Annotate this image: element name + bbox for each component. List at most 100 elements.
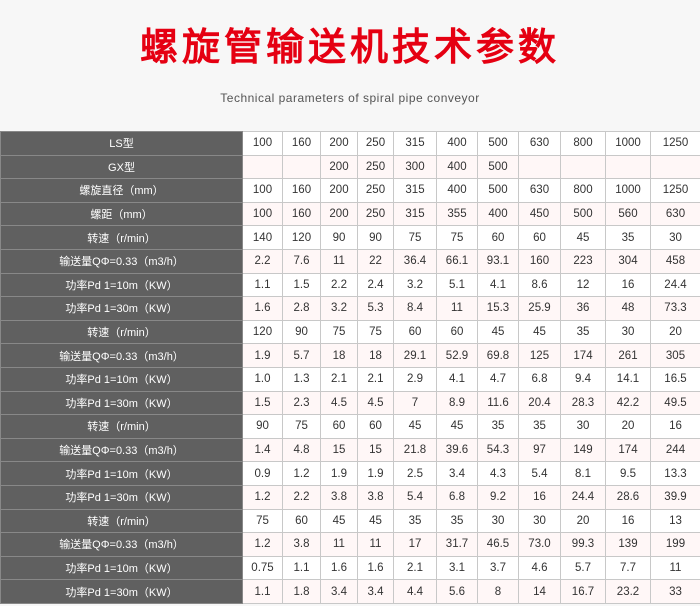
table-cell: 13 xyxy=(650,508,700,534)
table-cell: 28.3 xyxy=(560,390,606,416)
table-row: 功率Pd 1=10m（KW） 0.75 1.1 1.6 1.6 2.1 3.1 3.7 4.6 5… xyxy=(0,555,700,581)
table-cell: 45 xyxy=(436,414,478,439)
table-cell: 2.1 xyxy=(320,366,358,392)
row-label: 转速（r/min） xyxy=(0,414,243,439)
table-cell: 90 xyxy=(242,414,283,439)
table-cell: 800 xyxy=(560,178,606,203)
table-cell: 261 xyxy=(605,343,651,368)
table-cell: 15.3 xyxy=(477,296,519,321)
table-row: 功率Pd 1=30m（KW） 1.6 2.8 3.2 5.3 8.4 11 15.3 25.9 3… xyxy=(0,296,700,321)
table-cell: 2.8 xyxy=(282,296,321,321)
table-cell: 75 xyxy=(282,414,321,439)
row-label: 输送量QΦ=0.33（m3/h） xyxy=(0,437,243,463)
table-cell: 33 xyxy=(650,579,700,604)
table-cell: 54.3 xyxy=(477,437,519,463)
table-cell: 100 xyxy=(242,201,283,227)
spec-table: LS型 100 160 200 250 315 400 500 630 800 1000 1250 GX… xyxy=(0,131,700,604)
table-row: 功率Pd 1=30m（KW） 1.5 2.3 4.5 4.5 7 8.9 11.6 20.4 28… xyxy=(0,390,700,416)
table-cell: 45 xyxy=(320,508,358,534)
table-cell: 11 xyxy=(650,555,700,581)
table-cell: 4.3 xyxy=(477,461,519,486)
table-cell xyxy=(605,154,651,180)
table-cell: 199 xyxy=(650,532,700,557)
table-cell: 18 xyxy=(357,343,394,368)
row-label: 转速（r/min） xyxy=(0,508,243,534)
table-cell: 60 xyxy=(436,319,478,345)
table-cell: 2.2 xyxy=(320,272,358,298)
table-cell: 2.1 xyxy=(357,366,394,392)
table-cell: 20 xyxy=(650,319,700,345)
table-cell: 1250 xyxy=(650,178,700,203)
table-cell: 1.9 xyxy=(320,461,358,486)
table-cell: 1.1 xyxy=(282,555,321,581)
table-cell: 250 xyxy=(357,178,394,203)
table-cell: 1.9 xyxy=(357,461,394,486)
table-cell: 5.1 xyxy=(436,272,478,298)
table-cell: 75 xyxy=(242,508,283,534)
table-cell: 66.1 xyxy=(436,248,478,274)
table-cell: 1.1 xyxy=(242,272,283,298)
table-cell xyxy=(560,154,606,180)
table-cell: 14.1 xyxy=(605,366,651,392)
table-cell: 3.7 xyxy=(477,555,519,581)
table-cell: 174 xyxy=(605,437,651,463)
table-cell: 28.6 xyxy=(605,484,651,510)
table-cell: 500 xyxy=(477,154,519,180)
table-cell: 500 xyxy=(477,178,519,203)
table-cell: 120 xyxy=(242,319,283,345)
row-label: 功率Pd 1=10m（KW） xyxy=(0,461,243,486)
row-label: 转速（r/min） xyxy=(0,225,243,250)
row-label: 螺旋直径（mm） xyxy=(0,178,243,203)
table-cell: 73.0 xyxy=(518,532,561,557)
table-cell: 16.5 xyxy=(650,366,700,392)
table-cell: 400 xyxy=(477,201,519,227)
table-cell: 90 xyxy=(357,225,394,250)
table-cell: 45 xyxy=(477,319,519,345)
table-cell: 1.6 xyxy=(242,296,283,321)
table-cell: 9.2 xyxy=(477,484,519,510)
table-cell: 99.3 xyxy=(560,532,606,557)
table-cell: 49.5 xyxy=(650,390,700,416)
table-cell: 16.7 xyxy=(560,579,606,604)
table-cell: 3.4 xyxy=(320,579,358,604)
table-row: 输送量QΦ=0.33（m3/h） 1.9 5.7 18 18 29.1 52.9 69.8 12… xyxy=(0,343,700,368)
table-cell: 11 xyxy=(320,532,358,557)
table-cell: 120 xyxy=(282,225,321,250)
table-cell: 60 xyxy=(320,414,358,439)
table-cell: 1000 xyxy=(605,131,651,156)
table-cell: 35 xyxy=(605,225,651,250)
table-cell: 6.8 xyxy=(436,484,478,510)
table-cell: 800 xyxy=(560,131,606,156)
table-cell: 2.2 xyxy=(242,248,283,274)
table-cell: 35 xyxy=(477,414,519,439)
table-cell: 75 xyxy=(320,319,358,345)
table-cell: 200 xyxy=(320,201,358,227)
table-cell: 46.5 xyxy=(477,532,519,557)
table-cell: 90 xyxy=(320,225,358,250)
table-cell: 315 xyxy=(393,178,437,203)
table-cell: 160 xyxy=(282,178,321,203)
table-cell: 31.7 xyxy=(436,532,478,557)
table-cell: 500 xyxy=(560,201,606,227)
row-label: 转速（r/min） xyxy=(0,319,243,345)
table-cell: 2.5 xyxy=(393,461,437,486)
table-cell: 24.4 xyxy=(650,272,700,298)
table-row: 转速（r/min） 120 90 75 75 60 60 45 45 35 30 20 xyxy=(0,319,700,345)
table-cell: 60 xyxy=(282,508,321,534)
table-cell: 149 xyxy=(560,437,606,463)
table-cell: 2.1 xyxy=(393,555,437,581)
table-cell: 6.8 xyxy=(518,366,561,392)
table-cell: 4.8 xyxy=(282,437,321,463)
table-cell: 458 xyxy=(650,248,700,274)
table-cell: 100 xyxy=(242,131,283,156)
table-cell: 1.0 xyxy=(242,366,283,392)
table-cell: 30 xyxy=(605,319,651,345)
table-cell: 60 xyxy=(357,414,394,439)
table-cell: 1.5 xyxy=(242,390,283,416)
table-row: GX型 200 250 300 400 500 xyxy=(0,154,700,180)
table-cell: 1.6 xyxy=(320,555,358,581)
table-cell: 3.4 xyxy=(357,579,394,604)
table-cell: 355 xyxy=(436,201,478,227)
table-cell: 60 xyxy=(393,319,437,345)
table-cell: 400 xyxy=(436,131,478,156)
